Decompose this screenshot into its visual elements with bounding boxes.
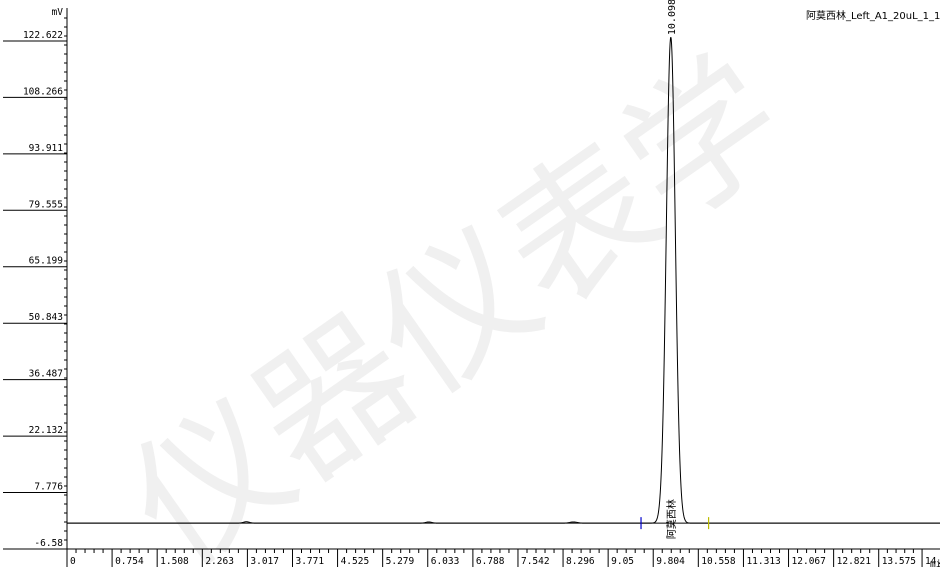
x-tick-label: 3.017 [250,556,279,567]
x-tick-label: 9.804 [656,556,685,567]
y-tick-label: -6.58 [34,538,63,549]
x-tick-label: 4.525 [341,556,370,567]
x-tick-label: 0.754 [115,556,144,567]
y-tick-label: 36.487 [29,369,63,380]
x-tick-label: 13.575 [882,556,916,567]
x-tick-label: 12.067 [792,556,826,567]
peak-compound-label: 阿莫西林 [665,499,678,539]
y-tick-label: 65.199 [29,256,64,267]
x-tick-label: 0 [70,556,76,567]
x-tick-label: 12.821 [837,556,872,567]
watermark: 仪器仪表学 [101,26,815,571]
x-tick-label: 14.3 [925,556,940,567]
x-tick-label: 10.558 [701,556,736,567]
x-tick-label: 6.788 [476,556,505,567]
peak-retention-label: 10.098 [667,0,678,35]
y-unit-label: mV [52,7,64,18]
x-tick-label: 3.771 [295,556,324,567]
x-tick-label: 7.542 [521,556,550,567]
y-tick-label: 122.622 [23,30,63,41]
x-tick-label: 9.05 [611,556,634,567]
x-tick-label: 2.263 [205,556,234,567]
y-tick-label: 50.843 [29,312,63,323]
x-tick-label: 11.313 [746,556,780,567]
x-tick-label: 8.296 [566,556,595,567]
x-tick-label: 1.508 [160,556,189,567]
x-tick-label: 5.279 [386,556,415,567]
x-tick-label: 6.033 [431,556,460,567]
y-tick-label: 7.776 [34,482,63,493]
y-tick-label: 22.132 [29,425,63,436]
y-tick-label: 108.266 [23,86,63,97]
file-name-label: 阿莫西林_Left_A1_20uL_1_1 [806,9,940,22]
y-tick-label: 93.911 [29,143,64,154]
chromatogram-trace [67,36,940,524]
y-tick-label: 79.555 [29,199,63,210]
x-unit-label: mi [930,559,940,570]
